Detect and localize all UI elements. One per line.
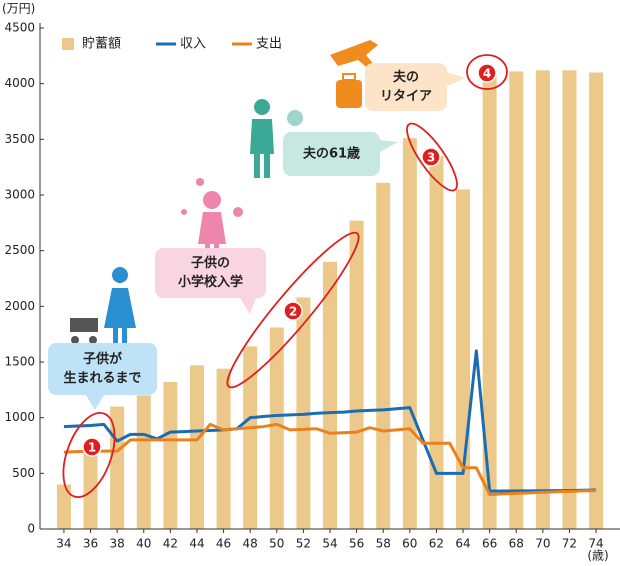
- icon-travel: [330, 40, 378, 108]
- legend-label: 収入: [180, 37, 206, 52]
- highlight-ellipse: [62, 412, 116, 498]
- bubble: [283, 132, 380, 176]
- x-tick-label: 50: [269, 537, 284, 551]
- bar: [163, 382, 178, 529]
- x-tick-label: 42: [163, 537, 178, 551]
- bar: [456, 189, 471, 529]
- marker-number: 1: [88, 441, 96, 455]
- x-tick-label: 68: [509, 537, 524, 551]
- highlight-ellipse: [406, 122, 458, 192]
- bar: [482, 73, 497, 529]
- bar: [429, 156, 444, 530]
- legend-swatch: [62, 38, 74, 50]
- x-tick-label: 66: [482, 537, 497, 551]
- bar: [589, 72, 604, 530]
- bar: [56, 484, 71, 529]
- icon-girl: [181, 178, 243, 256]
- x-tick-label: 48: [243, 537, 258, 551]
- bubble: [155, 248, 266, 298]
- y-axis-label: (万円): [2, 2, 35, 16]
- bar: [269, 327, 284, 529]
- x-tick-label: 56: [349, 537, 364, 551]
- bubble-pointer: [447, 72, 465, 86]
- x-tick-label: 74: [588, 537, 603, 551]
- x-tick-label: 62: [429, 537, 444, 551]
- y-tick-label: 2000: [4, 299, 35, 313]
- x-tick-label: 64: [455, 537, 470, 551]
- icon-mother: [70, 267, 136, 346]
- bar: [189, 365, 204, 529]
- x-tick-label: 60: [402, 537, 417, 551]
- annotation-text: 夫の: [393, 69, 419, 85]
- icon-man: [250, 99, 303, 178]
- y-tick-label: 3000: [4, 188, 35, 202]
- annotation-text: 生まれるまで: [63, 370, 141, 386]
- bar: [83, 451, 98, 529]
- annotation-text: 小学校入学: [178, 274, 243, 290]
- marker-number: 4: [483, 67, 491, 81]
- highlight-ellipse: [466, 54, 508, 90]
- x-tick-label: 44: [189, 537, 204, 551]
- bar: [535, 70, 550, 529]
- marker-circle: [82, 437, 102, 457]
- y-tick-label: 500: [12, 466, 35, 480]
- annotation-text: 子供の: [191, 255, 230, 271]
- x-tick-label: 58: [376, 537, 391, 551]
- line: [63, 422, 597, 496]
- marker-circle: [283, 301, 303, 321]
- bar: [376, 182, 391, 529]
- x-tick-label: 40: [136, 537, 151, 551]
- x-tick-label: 52: [296, 537, 311, 551]
- x-tick-label: 38: [110, 537, 125, 551]
- bubble: [365, 63, 447, 111]
- bar: [562, 70, 577, 529]
- bar: [136, 395, 151, 529]
- y-tick-label: 1500: [4, 355, 35, 369]
- annotation-text: 子供が: [83, 351, 122, 367]
- bubble-pointer: [86, 395, 104, 410]
- highlight-ellipse: [226, 231, 360, 389]
- bar: [243, 346, 258, 529]
- legend-label: 貯蓄額: [82, 37, 121, 52]
- bubble-pointer: [380, 140, 398, 152]
- y-tick-label: 1000: [4, 410, 35, 424]
- x-tick-label: 36: [83, 537, 98, 551]
- y-tick-label: 3500: [4, 132, 35, 146]
- line: [63, 349, 597, 493]
- bubble-pointer: [240, 298, 256, 314]
- x-tick-label: 70: [535, 537, 550, 551]
- marker-circle: [421, 147, 441, 167]
- x-tick-label: 34: [56, 537, 71, 551]
- marker-number: 3: [427, 151, 435, 165]
- bar: [509, 71, 524, 530]
- legend-label: 支出: [256, 37, 282, 52]
- y-tick-label: 4500: [4, 21, 35, 35]
- x-tick-label: 72: [562, 537, 577, 551]
- x-tick-label: 46: [216, 537, 231, 551]
- bar: [323, 261, 337, 529]
- bar: [349, 220, 364, 529]
- marker-number: 2: [289, 305, 297, 319]
- y-tick-label: 0: [27, 522, 35, 536]
- bar: [216, 368, 231, 529]
- x-axis-label: (歳): [587, 549, 608, 563]
- y-tick-label: 4000: [4, 76, 35, 90]
- x-tick-label: 54: [322, 537, 337, 551]
- bubble: [48, 343, 157, 395]
- annotation-text: リタイア: [380, 89, 432, 104]
- y-tick-label: 2500: [4, 243, 35, 257]
- bar: [402, 138, 417, 529]
- marker-circle: [477, 63, 497, 83]
- annotation-text: 夫の61歳: [303, 146, 360, 162]
